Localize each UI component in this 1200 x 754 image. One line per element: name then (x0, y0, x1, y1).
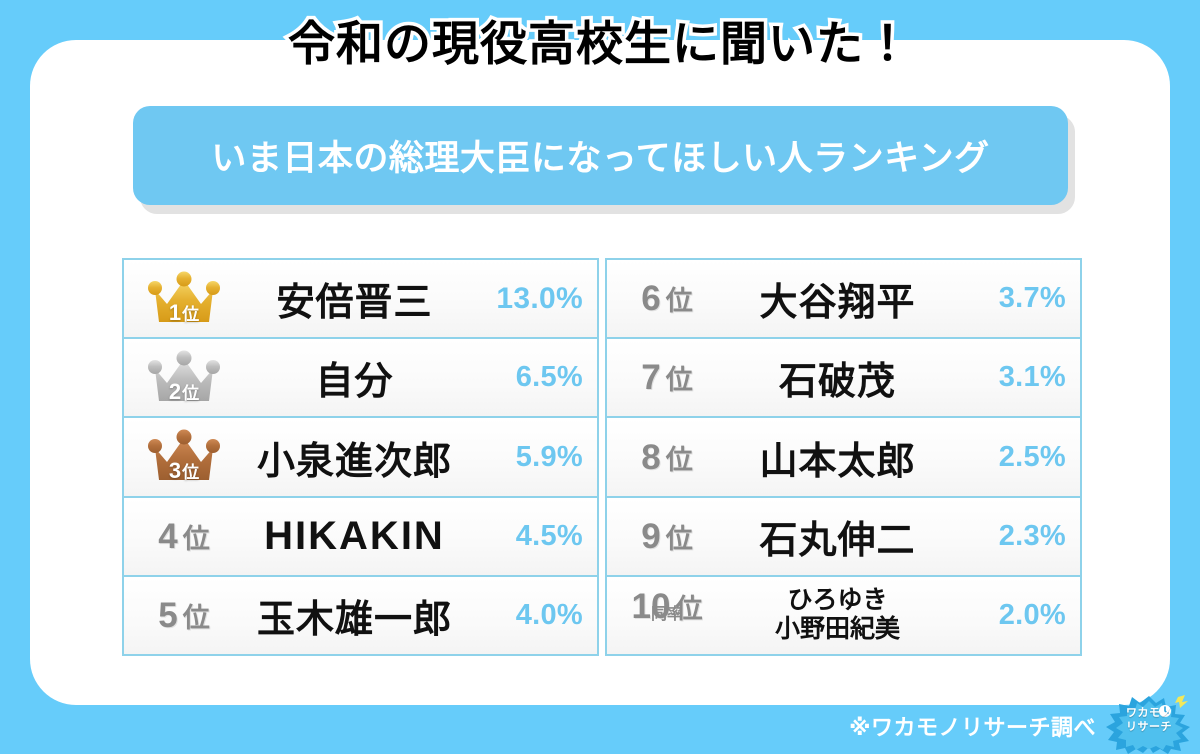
page-title: 令和の現役高校生に聞いた！ (285, 14, 915, 72)
rank-kanji: 位 (182, 383, 200, 403)
rank-kanji: 位 (182, 463, 200, 482)
rank-number: 3 (168, 458, 182, 483)
rank-kanji: 位 (665, 365, 693, 396)
entry-percent: 4.5% (515, 519, 583, 552)
entry-name: HIKAKIN (264, 513, 445, 558)
rank-number: 4 (158, 516, 178, 556)
rank-label: 8 位 (641, 440, 692, 475)
rank-label: 4 位 (158, 519, 209, 554)
table-row: 1 位 安倍晋三 13.0% (124, 260, 597, 340)
crown-bronze-icon (145, 428, 223, 486)
table-row: 9 位 石丸伸二 2.3% (607, 497, 1080, 577)
entry-percent: 4.0% (515, 598, 583, 631)
ranking-column-right: 6 位 大谷翔平 3.7% 7 位 石破茂 3.1% 8 位 (605, 258, 1082, 656)
entry-percent: 2.3% (998, 519, 1066, 552)
rank-kanji: 位 (182, 304, 200, 324)
subtitle-banner: いま日本の総理大臣になってほしい人ランキング (133, 106, 1075, 214)
crown-silver-icon (145, 349, 223, 407)
entry-name: 安倍晋三 (276, 282, 433, 325)
entry-name: 石破茂 (778, 361, 896, 404)
rank-cell: 9 位 (613, 519, 721, 554)
rank-number: 7 (641, 358, 661, 398)
rank-tie-note: 同率 (650, 605, 683, 623)
rank-number: 1 (168, 299, 182, 325)
entry-percent: 3.7% (998, 282, 1066, 315)
rank-cell: 6 位 (613, 281, 721, 316)
rank-number: 8 (641, 437, 661, 477)
table-row: 4 位 HIKAKIN 4.5% (124, 497, 597, 577)
rank-number: 2 (168, 378, 182, 404)
rank-cell: 4 位 (130, 519, 238, 554)
banner-title-text: いま日本の総理大臣になってほしい人ランキング (211, 139, 990, 178)
rank-cell: 10 位 同率 (613, 589, 721, 633)
table-row: 10 位 同率 ひろゆき 小野田紀美 2.0% (607, 576, 1080, 655)
rank-kanji: 位 (675, 593, 703, 624)
entry-percent: 2.5% (998, 440, 1066, 473)
banner-body: いま日本の総理大臣になってほしい人ランキング (133, 106, 1068, 205)
rank-cell: 8 位 (613, 440, 721, 475)
rank-cell: 5 位 (130, 598, 238, 633)
entry-name: 山本太郎 (759, 440, 916, 483)
rank-number: 5 (158, 595, 178, 635)
rank-label: 10 位 (632, 589, 703, 624)
table-row: 8 位 山本太郎 2.5% (607, 418, 1080, 498)
entry-name-line-1: ひろゆき (787, 585, 888, 614)
rank-kanji: 位 (182, 602, 210, 633)
entry-percent: 5.9% (515, 440, 583, 473)
rank-cell: 1 位 (130, 270, 238, 328)
table-row: 6 位 大谷翔平 3.7% (607, 260, 1080, 340)
rank-label: 2 位 (130, 378, 238, 404)
entry-name: 自分 (315, 361, 394, 404)
entry-name: ひろゆき 小野田紀美 (721, 586, 954, 645)
table-row: 3 位 小泉進次郎 5.9% (124, 418, 597, 498)
rank-number: 10 (631, 586, 671, 626)
rank-kanji: 位 (665, 523, 693, 554)
rank-label: 1 位 (130, 299, 238, 325)
source-note: ※ワカモノリサーチ調べ (849, 715, 1096, 740)
entry-name: 小泉進次郎 (256, 440, 452, 483)
entry-percent: 6.5% (515, 361, 583, 394)
rank-label: 6 位 (641, 281, 692, 316)
rank-label: 5 位 (158, 598, 209, 633)
entry-name-line-2: 小野田紀美 (774, 615, 900, 644)
rank-number: 9 (641, 516, 661, 556)
rank-kanji: 位 (665, 286, 693, 317)
table-row: 5 位 玉木雄一郎 4.0% (124, 576, 597, 655)
rank-cell: 7 位 (613, 360, 721, 395)
rank-number: 6 (641, 279, 661, 319)
table-row: 7 位 石破茂 3.1% (607, 339, 1080, 419)
entry-name: 石丸伸二 (759, 519, 916, 562)
logo-label: ワカモノ リサーチ (1106, 707, 1192, 735)
logo-label-line-1: ワカモノ (1126, 707, 1172, 719)
rank-kanji: 位 (182, 523, 210, 554)
entry-percent: 2.0% (998, 598, 1066, 631)
rank-label: 3 位 (130, 460, 238, 482)
entry-name: 玉木雄一郎 (256, 598, 452, 641)
ranking-table: 1 位 安倍晋三 13.0% (122, 258, 1082, 656)
rank-cell: 2 位 (130, 349, 238, 407)
rank-kanji: 位 (665, 444, 693, 475)
entry-percent: 3.1% (998, 361, 1066, 394)
rank-label: 9 位 (641, 519, 692, 554)
crown-gold-icon (145, 270, 223, 328)
footer: ※ワカモノリサーチ調べ ワカモノ リサーチ (0, 695, 1200, 754)
wakamono-research-logo-icon: ワカモノ リサーチ (1106, 694, 1192, 754)
entry-percent: 13.0% (496, 281, 583, 315)
entry-name: 大谷翔平 (759, 282, 916, 325)
ranking-column-left: 1 位 安倍晋三 13.0% (122, 258, 599, 656)
logo-label-line-2: リサーチ (1126, 720, 1172, 733)
rank-label: 7 位 (641, 360, 692, 395)
table-row: 2 位 自分 6.5% (124, 339, 597, 419)
rank-cell: 3 位 (130, 428, 238, 486)
